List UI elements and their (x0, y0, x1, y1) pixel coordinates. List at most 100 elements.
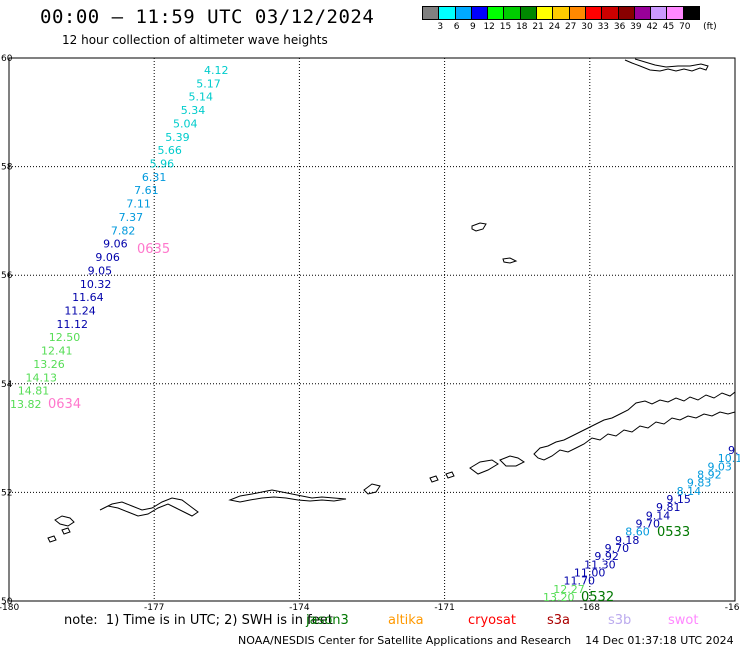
wave-height-value: 5.66 (157, 144, 182, 157)
wave-height-value: 9.70 (636, 518, 661, 531)
legend-label: 9 (470, 22, 476, 32)
legend-unit: (ft) (703, 22, 717, 32)
wave-height-value: 7.37 (119, 211, 144, 224)
wave-height-value: 6.31 (142, 171, 167, 184)
footer-note: note: 1) Time is in UTC; 2) SWH is in fe… (64, 613, 333, 628)
legend-swatch (682, 6, 701, 20)
pass-time-label: 0532 (581, 590, 614, 605)
pass-time-label: 0634 (48, 397, 81, 412)
wave-height-value: 11.24 (64, 304, 96, 317)
wave-height-value: 9.06 (103, 238, 128, 251)
wave-height-value: 11.64 (72, 291, 104, 304)
legend-label: 12 (483, 22, 495, 32)
wave-height-value: 10.32 (80, 278, 112, 291)
legend-label: 39 (630, 22, 642, 32)
lon-tick-label: -177 (144, 603, 164, 613)
island-st-george (502, 257, 518, 264)
legend-label: 6 (453, 22, 460, 32)
map-frame (8, 57, 736, 602)
wave-height-value: 9.03 (707, 460, 732, 473)
legend-label: 18 (516, 22, 528, 32)
lat-tick-label: 50 (1, 597, 13, 607)
legend-label: 27 (564, 22, 577, 32)
lat-tick-label: 58 (1, 163, 13, 173)
wave-height-value: 8.92 (697, 469, 722, 482)
wave-height-value: 12.41 (41, 345, 73, 358)
wave-height-value: 9.15 (666, 493, 691, 506)
graticule (9, 58, 735, 601)
wave-height-value: 7.11 (126, 198, 150, 211)
lon-tick-label: -174 (289, 603, 310, 613)
wave-height-value: 8.14 (677, 485, 702, 498)
wave-height-value: 9.70 (605, 542, 630, 555)
color-legend: 3 6 9 12 15 18 21 24 27 30 33 36 39 42 45 70 (ft) (422, 6, 717, 34)
track-west: 4.125.175.145.345.045.395.665.966.317.61… (10, 64, 229, 412)
wave-height-value: 5.96 (150, 158, 175, 171)
satellite-name-s3a: s3a (547, 613, 571, 628)
wave-height-value: 5.39 (165, 131, 190, 144)
wave-height-value: 9.92 (594, 550, 619, 563)
satellite-name-swot: swot (668, 613, 699, 628)
wave-height-value: 9.14 (646, 509, 671, 522)
wave-height-value: 10.18 (718, 452, 740, 465)
lon-tick-label: -168 (580, 603, 601, 613)
satellite-name-s3b: s3b (608, 613, 632, 628)
wave-height-value: 5.04 (173, 117, 198, 130)
legend-label: 45 (662, 22, 675, 32)
track-east: 9.10.189.038.929.838.149.159.819.149.708… (543, 444, 740, 605)
coastline (47, 58, 736, 543)
wave-height-value: 14.81 (18, 385, 50, 398)
map-subtitle: 12 hour collection of altimeter wave hei… (62, 33, 328, 47)
legend-label: 36 (613, 22, 626, 32)
wave-height-value: 9.06 (95, 251, 120, 264)
wave-height-value: 7.61 (134, 184, 159, 197)
wave-height-value: 9.05 (88, 264, 113, 277)
wave-height-value: 13.26 (33, 358, 65, 371)
map-title: 00:00 – 11:59 UTC 03/12/2024 (40, 6, 375, 28)
axis-tick-labels: -180 -177 -174 -171 -168 -165 60 58 56 54 52 50 (0, 54, 740, 613)
wave-height-value: 8.60 (625, 526, 650, 539)
lat-tick-label: 60 (1, 54, 13, 64)
wave-height-value: 9. (728, 444, 739, 457)
wave-height-value: 7.82 (111, 224, 136, 237)
legend-label: 15 (499, 22, 512, 32)
wave-height-value: 12.27 (553, 583, 585, 596)
legend-label: 24 (548, 22, 561, 32)
wave-height-value: 11.70 (564, 575, 596, 588)
wave-height-value: 13.20 (543, 591, 575, 604)
wave-height-value: 13.82 (10, 398, 42, 411)
wave-height-value: 9.18 (615, 534, 640, 547)
lon-tick-label: -165 (725, 603, 740, 613)
wave-height-value: 11.30 (584, 558, 616, 571)
wave-height-value: 11.00 (574, 567, 606, 580)
legend-label: 33 (597, 22, 610, 32)
near-islands (47, 515, 75, 543)
rat-islands (99, 497, 199, 517)
andreanof-islands (228, 489, 347, 503)
lat-tick-label: 54 (1, 380, 13, 390)
wave-height-value: 5.14 (188, 91, 213, 104)
wave-height-value: 9.83 (687, 477, 712, 490)
legend-label: 70 (679, 22, 691, 32)
satellite-name-jason3: jason3 (306, 613, 349, 628)
unalaska-island (499, 455, 525, 467)
wave-height-value: 5.34 (181, 104, 206, 117)
wave-height-value: 12.50 (49, 331, 81, 344)
alaska-peninsula (533, 390, 736, 461)
satellite-name-cryosat: cryosat (468, 613, 516, 628)
legend-labels: 3 6 9 12 15 18 21 24 27 30 33 36 39 42 45 70 (ft) (422, 20, 716, 34)
lon-tick-label: -180 (0, 603, 19, 613)
pass-time-label: 0635 (137, 242, 170, 257)
lat-tick-label: 56 (1, 271, 13, 281)
legend-label: 21 (532, 22, 544, 32)
wave-height-value: 5.17 (196, 77, 221, 90)
legend-label: 30 (581, 22, 593, 32)
legend-label: 3 (437, 22, 444, 32)
lat-tick-label: 52 (1, 488, 12, 498)
footer-credit: NOAA/NESDIS Center for Satellite Applica… (238, 634, 734, 647)
island-atka (363, 483, 381, 495)
island-st-paul (471, 222, 487, 232)
island-umnak (469, 459, 499, 475)
legend-swatches (422, 6, 701, 20)
lon-tick-label: -171 (434, 603, 454, 613)
